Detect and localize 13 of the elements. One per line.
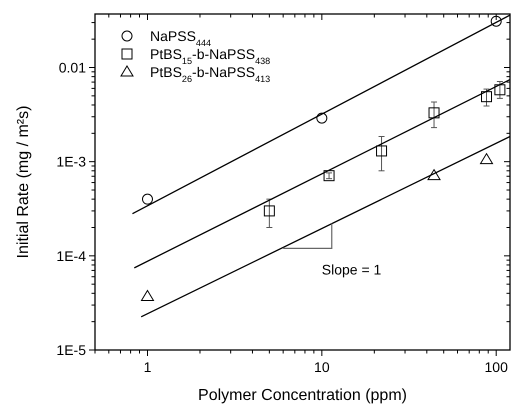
x-tick-label: 1 — [144, 359, 152, 375]
annotation: Slope = 1 — [322, 261, 382, 278]
legend-label: NaPSS$_{444}$ — [150, 28, 212, 48]
x-tick-label: 10 — [314, 359, 330, 375]
x-axis-title: Polymer Concentration (ppm) — [198, 387, 407, 404]
y-tick-label: 0.01 — [58, 60, 86, 76]
x-tick-label: 100 — [484, 359, 508, 375]
y-tick-label: 1E-3 — [56, 154, 86, 170]
y-tick-label: 1E-5 — [56, 342, 86, 358]
legend-label: PtBS$_{26}$-b-NaPSS$_{413}$ — [150, 64, 270, 84]
y-tick-label: 1E-4 — [56, 248, 86, 264]
legend-label: PtBS$_{15}$-b-NaPSS$_{438}$ — [150, 46, 270, 66]
y-axis-title: Initial Rate (mg / m²s) — [15, 106, 32, 258]
